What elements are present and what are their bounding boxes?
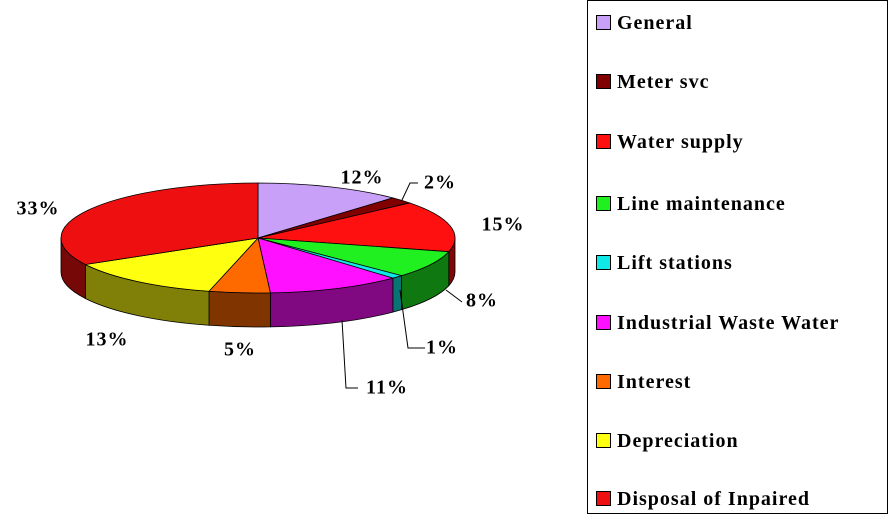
legend-swatch: [596, 134, 611, 149]
legend-entry: Line maintenance: [596, 192, 855, 216]
legend-entry: Industrial Waste Water: [596, 311, 855, 335]
legend-label: Depreciation: [617, 430, 739, 452]
legend-swatch: [596, 433, 611, 448]
pie-slice: [60, 182, 259, 265]
legend-label: Water supply: [617, 131, 744, 153]
legend-label: Line maintenance: [617, 193, 786, 215]
pie-slice: [257, 237, 395, 294]
data-label: 8%: [466, 290, 498, 312]
data-label: 15%: [482, 214, 525, 236]
pie-slice: [84, 237, 260, 292]
legend-label: Interest: [617, 371, 692, 393]
pie-slice-side: [208, 290, 271, 328]
legend-entry: Interest: [596, 370, 855, 394]
leader-line: [445, 289, 463, 303]
legend-label: Meter svc: [617, 71, 710, 93]
legend-swatch: [596, 15, 611, 30]
data-label: 1%: [426, 337, 458, 359]
legend-swatch: [596, 196, 611, 211]
pie-slice: [257, 202, 456, 253]
legend: General Meter svc Water supply Line mainten…: [587, 0, 888, 514]
legend-swatch: [596, 315, 611, 330]
leader-line: [341, 319, 358, 389]
legend-entry: Meter svc: [596, 70, 855, 94]
legend-label: Lift stations: [617, 252, 733, 274]
legend-label: General: [617, 12, 693, 34]
legend-entry: Lift stations: [596, 251, 855, 275]
legend-swatch: [596, 374, 611, 389]
legend-label: Disposal of Inpaired: [617, 488, 811, 510]
data-label: 13%: [86, 329, 129, 351]
pie-slice: [257, 237, 450, 277]
pie-area: 12% 2% 15% 8% 1% 11% 5% 13% 33%: [17, 167, 525, 399]
legend-swatch: [596, 255, 611, 270]
leader-line: [399, 289, 425, 349]
data-label: 33%: [17, 198, 60, 220]
data-label: 5%: [224, 339, 256, 361]
legend-entry: Water supply: [596, 130, 855, 154]
leader-line: [401, 182, 418, 201]
pie-slice: [257, 182, 395, 239]
data-label: 12%: [341, 167, 384, 189]
legend-swatch: [596, 491, 611, 506]
legend-entry: Depreciation: [596, 429, 855, 453]
legend-label: Industrial Waste Water: [617, 312, 840, 334]
legend-entry: Disposal of Inpaired: [596, 487, 855, 511]
legend-entry: General: [596, 11, 855, 35]
data-label: 11%: [366, 377, 408, 399]
legend-swatch: [596, 74, 611, 89]
data-label: 2%: [424, 172, 456, 194]
